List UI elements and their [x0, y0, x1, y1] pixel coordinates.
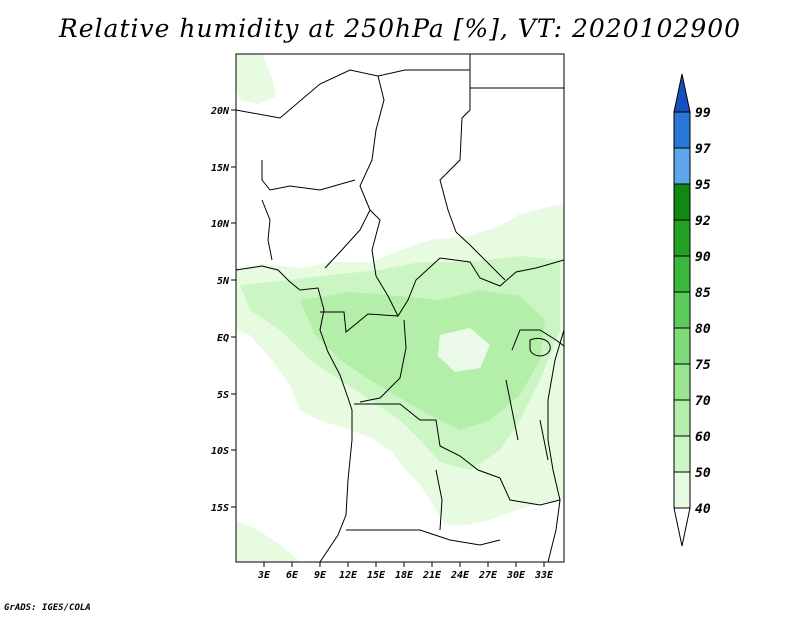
colorbar-label: 80: [695, 322, 711, 337]
lon-label: 21E: [422, 570, 442, 581]
lon-axis: 3E 6E 9E 12E 15E 18E 21E 24E 27E 30E 33E: [257, 562, 554, 581]
colorbar-label: 60: [695, 430, 711, 445]
colorbar-swatch: [673, 363, 691, 401]
lake-malawi: [539, 419, 549, 461]
lat-label: 10N: [211, 219, 230, 230]
lon-label: 24E: [450, 570, 470, 581]
lat-axis: 20N 15N 10N 5N EQ 5S 10S 15S: [210, 106, 236, 514]
lon-label: 27E: [478, 570, 498, 581]
border-2: [377, 69, 471, 233]
colorbar-swatch: [673, 399, 691, 437]
border-8: [320, 311, 399, 333]
colorbar-swatch: [673, 147, 691, 185]
colorbar-label: 90: [695, 250, 711, 265]
coastline-west: [236, 265, 353, 562]
colorbar-label: 40: [695, 502, 711, 517]
lon-label: 3E: [257, 570, 271, 581]
lat-label: 15S: [211, 503, 229, 514]
coastline-east: [547, 329, 564, 562]
colorbar-label: 75: [695, 358, 711, 373]
lat-label: 5N: [217, 276, 230, 287]
colorbar-label: 97: [695, 142, 711, 157]
lake-victoria: [529, 337, 551, 357]
lon-label: 30E: [506, 570, 526, 581]
border-11: [346, 529, 501, 546]
colorbar-swatch: [673, 435, 691, 473]
colorbar-label: 95: [695, 178, 711, 193]
colorbar-swatch: [673, 327, 691, 365]
lon-label: 9E: [314, 570, 327, 581]
lat-label: 15N: [211, 163, 230, 174]
humidity-patch-north: [236, 54, 276, 104]
border-10: [354, 403, 501, 479]
border-9: [359, 319, 407, 403]
colorbar-swatch: [673, 219, 691, 257]
humidity-patch-southwest: [236, 520, 300, 562]
colorbar-label: 92: [695, 214, 711, 229]
border-1: [236, 69, 385, 269]
lon-label: 6E: [286, 570, 299, 581]
humidity-field: [236, 54, 564, 562]
map-title: Relative humidity at 250hPa [%], VT: 202…: [58, 14, 742, 43]
colorbar-label: 50: [695, 466, 711, 481]
border-12: [435, 469, 443, 531]
colorbar-swatch: [673, 291, 691, 329]
lon-label: 18E: [395, 570, 414, 581]
colorbar: 40 50 60 70 75 80 85 90 92 95 97 99: [673, 73, 711, 547]
humidity-patch-central-3: [300, 290, 545, 430]
lat-label: 10S: [211, 446, 229, 457]
lon-label: 12E: [339, 570, 358, 581]
map-frame: [235, 53, 565, 563]
border-7: [455, 231, 506, 281]
grads-credit: GrADS: IGES/COLA: [4, 603, 91, 613]
lake-tanganyika: [505, 379, 519, 441]
colorbar-label: 99: [695, 106, 711, 121]
colorbar-swatch: [673, 111, 691, 149]
country-borders: [236, 54, 564, 562]
border-6: [369, 209, 564, 318]
humidity-core: [438, 328, 490, 372]
lat-label: 20N: [210, 106, 230, 117]
border-14: [511, 329, 564, 351]
lat-label: EQ: [217, 333, 229, 344]
lon-label: 15E: [367, 570, 386, 581]
lat-label: 5S: [217, 390, 229, 401]
colorbar-swatch: [673, 471, 691, 509]
colorbar-swatch: [673, 255, 691, 293]
border-3: [261, 160, 356, 191]
colorbar-cap-top: [673, 73, 691, 113]
border-13: [499, 477, 561, 506]
border-15: [261, 199, 273, 261]
colorbar-cap-bottom: [673, 507, 691, 547]
lon-label: 33E: [534, 570, 554, 581]
colorbar-label: 70: [695, 394, 711, 409]
colorbar-label: 85: [695, 286, 711, 301]
colorbar-swatch: [673, 183, 691, 221]
